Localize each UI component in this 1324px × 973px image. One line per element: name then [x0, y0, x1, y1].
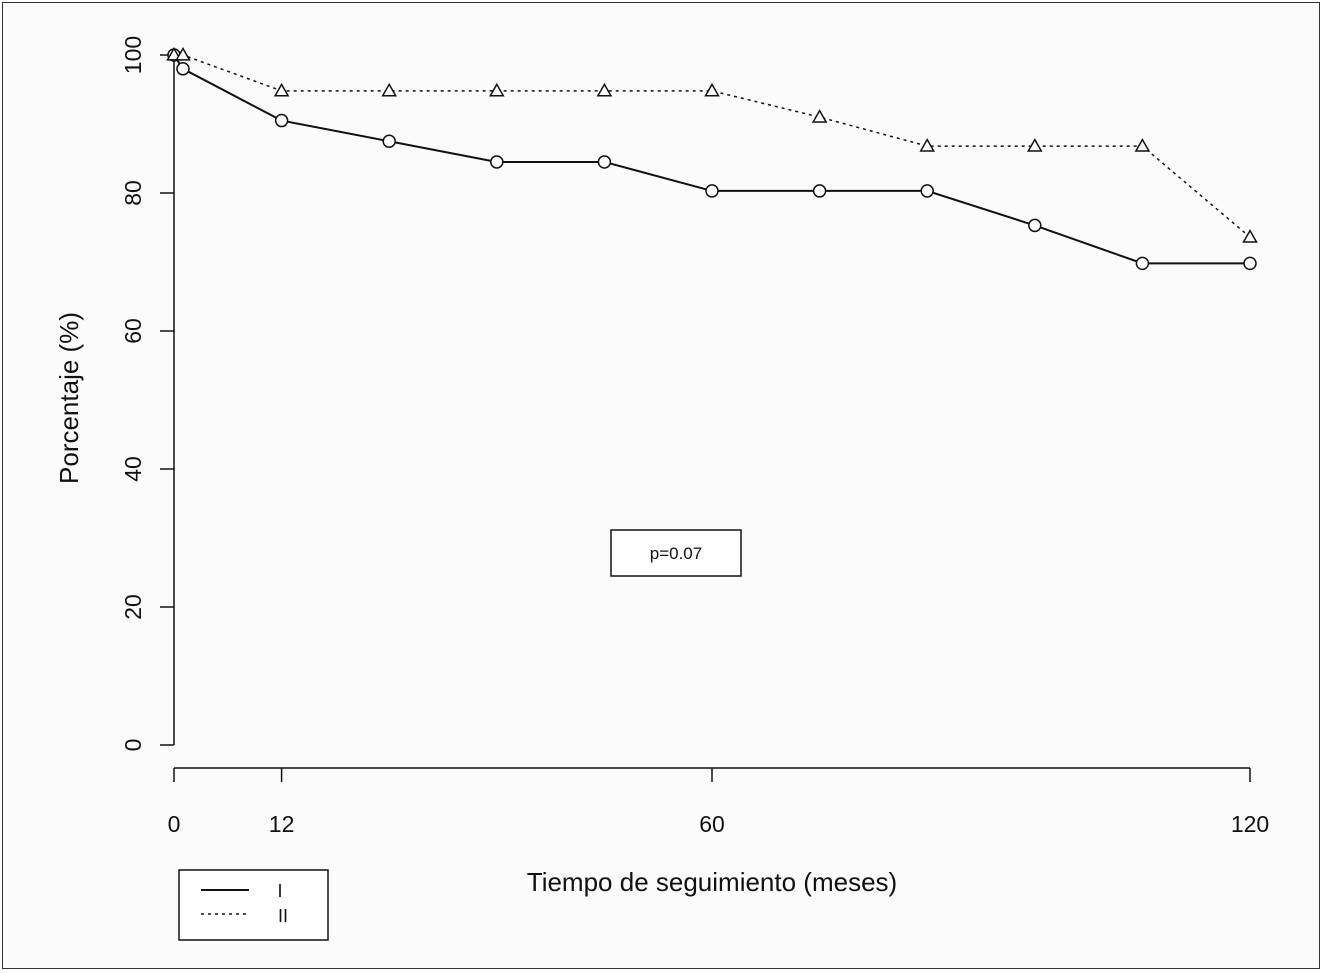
- series-2-point: [381, 82, 397, 97]
- series-1-point: [705, 184, 719, 198]
- series-line-1: [173, 54, 1250, 265]
- series-2-point: [919, 138, 935, 152]
- legend: I II: [178, 869, 329, 941]
- legend-frame: [178, 869, 329, 941]
- y-tick-label: 20: [120, 594, 146, 620]
- series-1-point: [382, 134, 396, 148]
- legend-label-series-1: I: [277, 881, 282, 901]
- series-2-point: [1242, 229, 1258, 243]
- series-1-point: [597, 155, 612, 169]
- y-tick-label: 60: [120, 318, 146, 344]
- legend-label-series-2: II: [278, 906, 288, 926]
- series-1-point: [490, 155, 504, 169]
- y-tick-label: 0: [120, 739, 146, 752]
- x-tick-label: 12: [269, 811, 295, 837]
- series-1-point: [920, 184, 934, 198]
- series-2-point: [704, 82, 720, 97]
- series-layer: [166, 46, 1258, 271]
- series-2-point: [1134, 138, 1151, 152]
- series-1-point: [1028, 218, 1042, 233]
- y-tick-label: 80: [120, 180, 146, 206]
- x-axis: 0 12 60 120: [168, 767, 1269, 837]
- y-tick-label: 40: [120, 456, 146, 482]
- x-tick-label: 120: [1231, 811, 1269, 837]
- series-1-point: [176, 62, 190, 76]
- p-value-frame: [610, 529, 742, 577]
- x-axis-title: Tiempo de seguimiento (meses): [527, 867, 897, 897]
- series-2-point: [811, 109, 828, 123]
- series-2-point: [273, 82, 290, 97]
- series-2-point: [175, 46, 191, 61]
- x-tick-label: 0: [168, 811, 181, 837]
- series-1-point: [1243, 256, 1257, 271]
- series-1-point: [274, 113, 289, 128]
- series-1-point: [812, 184, 827, 198]
- y-axis-title: Porcentaje (%): [54, 312, 84, 484]
- p-value-label: p=0.07: [650, 544, 702, 563]
- series-2-point: [1027, 138, 1043, 152]
- x-tick-label: 60: [699, 811, 725, 837]
- y-axis: 0 20 40 60 80 100: [120, 36, 175, 752]
- y-tick-label: 100: [120, 36, 146, 74]
- series-line-2: [174, 54, 1251, 238]
- series-2-point: [489, 82, 505, 97]
- series-1-point: [1135, 256, 1150, 271]
- series-2-point: [596, 82, 613, 97]
- p-value-box: p=0.07: [610, 529, 742, 577]
